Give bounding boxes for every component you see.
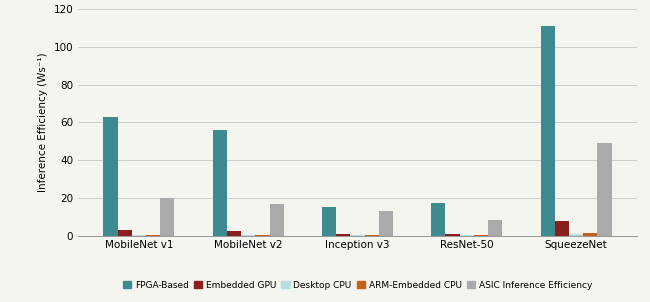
Bar bbox=[227, 231, 241, 236]
Bar bbox=[569, 234, 583, 236]
Y-axis label: Inference Efficiency (Ws⁻¹): Inference Efficiency (Ws⁻¹) bbox=[38, 53, 48, 192]
Bar bbox=[379, 211, 393, 236]
Bar bbox=[488, 220, 502, 236]
Bar bbox=[213, 130, 227, 236]
Bar bbox=[365, 235, 379, 236]
Bar bbox=[583, 233, 597, 236]
Bar bbox=[336, 234, 350, 236]
Bar bbox=[161, 198, 174, 236]
Bar bbox=[554, 221, 569, 236]
Bar bbox=[350, 235, 365, 236]
Bar bbox=[241, 235, 255, 236]
Bar bbox=[103, 117, 118, 236]
Bar bbox=[118, 230, 132, 236]
Bar bbox=[146, 235, 161, 236]
Bar bbox=[322, 207, 336, 236]
Bar bbox=[597, 143, 612, 236]
Bar bbox=[431, 204, 445, 236]
Legend: FPGA-Based, Embedded GPU, Desktop CPU, ARM-Embedded CPU, ASIC Inference Efficien: FPGA-Based, Embedded GPU, Desktop CPU, A… bbox=[123, 281, 592, 290]
Bar bbox=[474, 235, 488, 236]
Bar bbox=[541, 26, 554, 236]
Bar bbox=[445, 234, 460, 236]
Bar bbox=[132, 235, 146, 236]
Bar bbox=[270, 204, 284, 236]
Bar bbox=[255, 235, 270, 236]
Bar bbox=[460, 235, 474, 236]
